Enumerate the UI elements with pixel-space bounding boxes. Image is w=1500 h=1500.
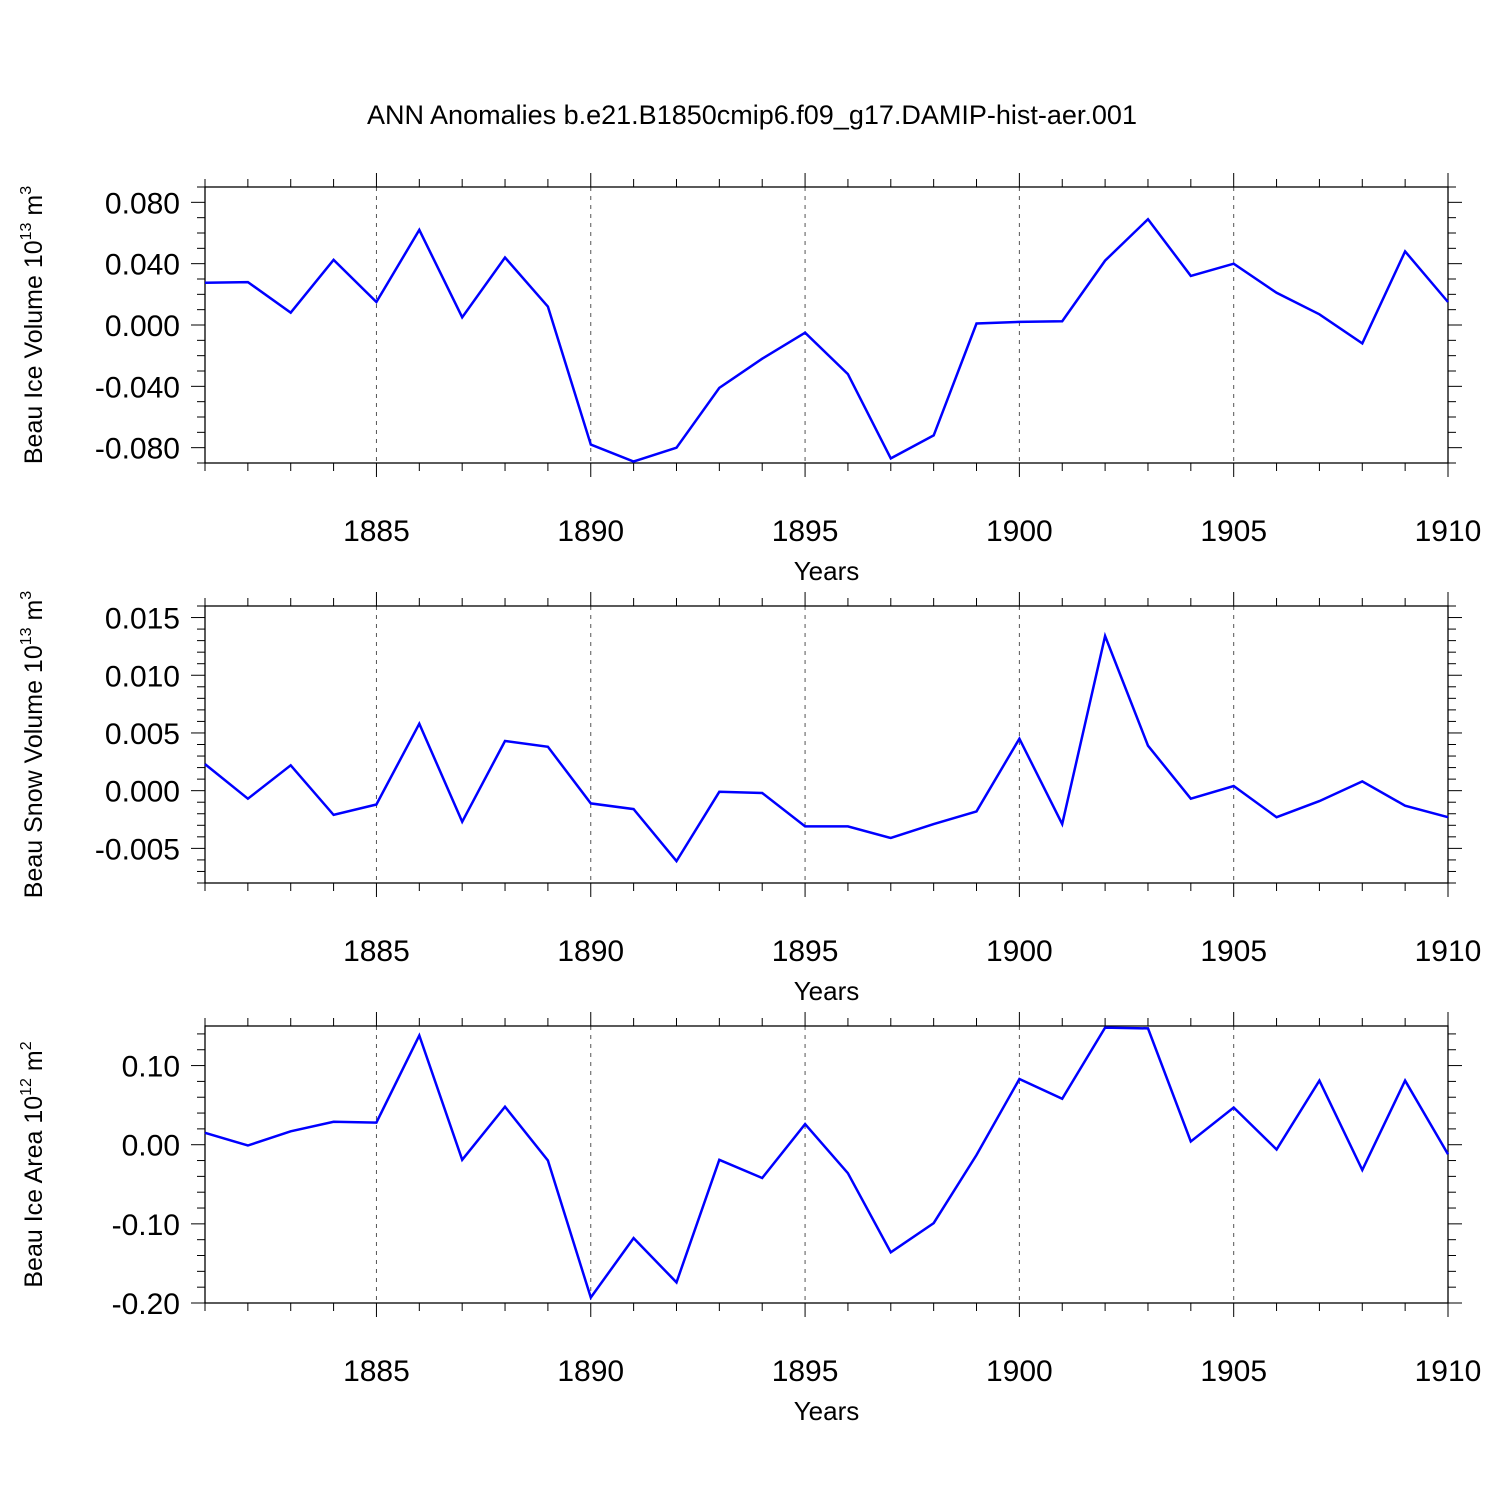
y-tick-label: -0.20 bbox=[112, 1288, 180, 1321]
data-series-line bbox=[204, 217, 1449, 463]
y-axis-label: Beau Ice Area 1012 m2 bbox=[18, 1041, 48, 1287]
x-tick-label: 1905 bbox=[1200, 935, 1267, 968]
y-axis-label: Beau Snow Volume 1013 m3 bbox=[18, 591, 48, 899]
x-axis-label: Years bbox=[794, 556, 860, 586]
y-tick-label: 0.000 bbox=[105, 310, 180, 343]
y-tick-label: 0.010 bbox=[105, 660, 180, 693]
y-axis-label-unit: m bbox=[20, 1050, 48, 1078]
y-axis-label-exponent: 12 bbox=[18, 1078, 35, 1096]
x-tick-label: 1895 bbox=[772, 515, 839, 548]
y-tick-label: 0.015 bbox=[105, 603, 180, 636]
y-axis-label-text: Beau Ice Volume 10 bbox=[20, 240, 48, 464]
x-tick-label: 1910 bbox=[1415, 935, 1482, 968]
x-tick-label: 1895 bbox=[772, 1355, 839, 1388]
chart-title: ANN Anomalies b.e21.B1850cmip6.f09_g17.D… bbox=[367, 100, 1137, 130]
y-axis-label-unit: m bbox=[20, 600, 48, 628]
data-series-line bbox=[204, 631, 1449, 864]
x-tick-label: 1885 bbox=[343, 515, 410, 548]
panels: -0.080 -0.040 0.000 0.040 0.080 1885 1890 1895 1… bbox=[18, 173, 1481, 1426]
y-axis-label: Beau Ice Volume 1013 m3 bbox=[18, 186, 48, 464]
x-tick-label: 1905 bbox=[1200, 1355, 1267, 1388]
data-series-line bbox=[204, 1026, 1450, 1301]
x-axis-label: Years bbox=[794, 976, 860, 1006]
plot-frame bbox=[204, 1025, 1449, 1304]
y-axis-label-unit: m bbox=[20, 195, 48, 223]
x-tick-label: 1890 bbox=[557, 935, 624, 968]
x-tick-label: 1910 bbox=[1415, 1355, 1482, 1388]
plot-frame bbox=[204, 605, 1449, 884]
y-axis-label-unit-exponent: 3 bbox=[18, 591, 35, 600]
x-tick-label: 1885 bbox=[343, 1355, 410, 1388]
y-axis-label-text: Beau Snow Volume 10 bbox=[20, 645, 48, 898]
y-tick-label: -0.040 bbox=[95, 371, 180, 404]
y-axis-label-text: Beau Ice Area 10 bbox=[20, 1096, 48, 1288]
y-tick-label: 0.080 bbox=[105, 187, 180, 220]
x-tick-label: 1900 bbox=[986, 1355, 1053, 1388]
y-tick-label: -0.005 bbox=[95, 833, 180, 866]
x-tick-label: 1885 bbox=[343, 935, 410, 968]
x-tick-label: 1890 bbox=[557, 1355, 624, 1388]
y-axis-label-exponent: 13 bbox=[18, 627, 35, 645]
x-tick-label: 1905 bbox=[1200, 515, 1267, 548]
x-tick-label: 1900 bbox=[986, 935, 1053, 968]
panel-1: -0.080 -0.040 0.000 0.040 0.080 1885 1890 1895 1… bbox=[18, 173, 1481, 586]
x-tick-label: 1890 bbox=[557, 515, 624, 548]
x-tick-label: 1900 bbox=[986, 515, 1053, 548]
y-tick-label: 0.000 bbox=[105, 776, 180, 809]
y-axis-label-exponent: 13 bbox=[18, 222, 35, 240]
panel-3: -0.20 -0.10 0.00 0.10 1885 1890 1895 1900 1905 19… bbox=[18, 1012, 1481, 1426]
x-axis-label: Years bbox=[794, 1396, 860, 1426]
plot-frame bbox=[204, 186, 1449, 464]
y-tick-label: -0.10 bbox=[112, 1209, 180, 1242]
y-axis-label-unit-exponent: 2 bbox=[18, 1041, 35, 1050]
y-tick-label: 0.00 bbox=[122, 1130, 180, 1163]
y-tick-label: 0.10 bbox=[122, 1051, 180, 1084]
x-tick-label: 1910 bbox=[1415, 515, 1482, 548]
y-tick-label: 0.040 bbox=[105, 249, 180, 282]
y-tick-label: -0.080 bbox=[95, 433, 180, 466]
panel-2: -0.005 0.000 0.005 0.010 0.015 1885 1890 1895 19… bbox=[18, 591, 1481, 1006]
x-tick-label: 1895 bbox=[772, 935, 839, 968]
y-axis-label-unit-exponent: 3 bbox=[18, 186, 35, 195]
y-tick-label: 0.005 bbox=[105, 718, 180, 751]
